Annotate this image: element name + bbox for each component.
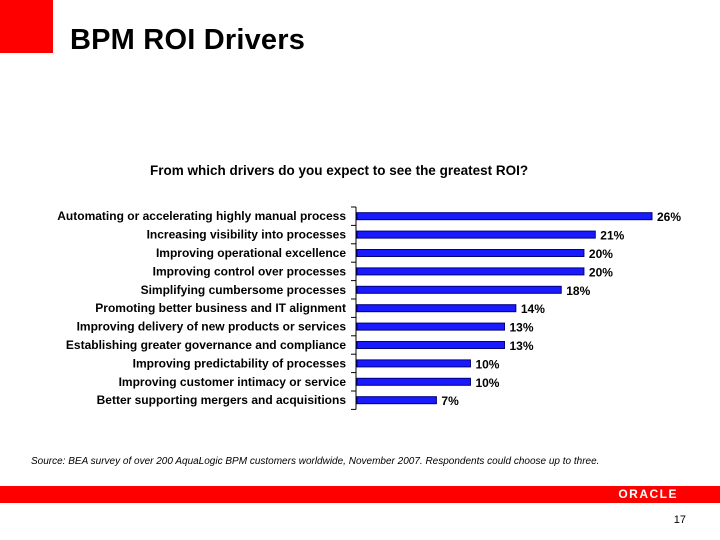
category-label: Improving operational excellence	[156, 246, 346, 260]
title-accent-square	[0, 0, 53, 53]
bar	[356, 396, 437, 405]
value-label: 20%	[589, 265, 613, 279]
bar	[356, 267, 585, 276]
footer-bar	[0, 486, 720, 503]
bar	[356, 377, 471, 386]
bar	[356, 285, 562, 294]
bar	[356, 212, 653, 221]
value-label: 7%	[441, 394, 459, 408]
bar	[356, 359, 471, 368]
value-label: 21%	[600, 229, 624, 243]
source-note: Source: BEA survey of over 200 AquaLogic…	[31, 456, 600, 467]
category-label: Increasing visibility into processes	[147, 228, 347, 242]
page-number: 17	[673, 514, 686, 526]
category-label: Improving predictability of processes	[133, 356, 347, 370]
value-label: 18%	[566, 284, 590, 298]
bar	[356, 322, 505, 331]
category-label: Improving customer intimacy or service	[119, 375, 347, 389]
value-label: 20%	[589, 247, 613, 261]
oracle-logo: ORACLE	[618, 487, 678, 501]
value-label: 13%	[510, 339, 534, 353]
bar	[356, 304, 517, 313]
value-label: 10%	[475, 357, 499, 371]
category-label: Improving control over processes	[153, 264, 347, 278]
value-label: 10%	[475, 376, 499, 390]
value-label: 14%	[521, 302, 545, 316]
category-label: Automating or accelerating highly manual…	[57, 209, 346, 223]
slide-title: BPM ROI Drivers	[70, 24, 306, 56]
category-label: Simplifying cumbersome processes	[141, 283, 347, 297]
bar	[356, 230, 596, 239]
category-label: Establishing greater governance and comp…	[66, 338, 346, 352]
bar	[356, 341, 505, 349]
value-label: 26%	[657, 210, 681, 224]
category-label: Promoting better business and IT alignme…	[95, 301, 346, 315]
bar	[356, 249, 585, 257]
chart-title: From which drivers do you expect to see …	[150, 163, 529, 178]
category-label: Better supporting mergers and acquisitio…	[97, 393, 347, 407]
category-label: Improving delivery of new products or se…	[77, 320, 347, 334]
value-label: 13%	[510, 321, 534, 335]
